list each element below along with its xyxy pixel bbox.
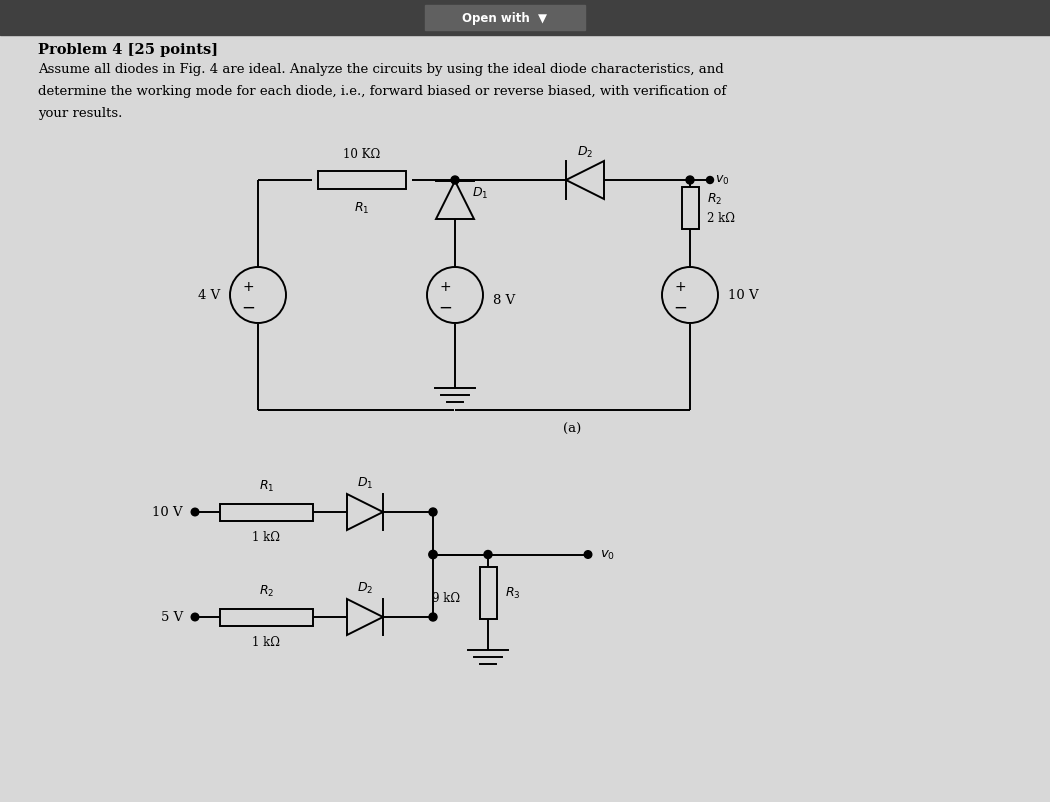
Text: $D_1$: $D_1$	[357, 476, 373, 490]
Text: 2 kΩ: 2 kΩ	[707, 213, 735, 225]
Text: $v_0$: $v_0$	[715, 173, 730, 186]
Text: $D_1$: $D_1$	[472, 185, 488, 200]
Text: 4 V: 4 V	[197, 290, 220, 302]
Circle shape	[686, 176, 694, 184]
Text: −: −	[673, 298, 687, 317]
Text: Assume all diodes in Fig. 4 are ideal. Analyze the circuits by using the ideal d: Assume all diodes in Fig. 4 are ideal. A…	[38, 63, 723, 76]
Circle shape	[707, 177, 714, 184]
Polygon shape	[346, 494, 383, 530]
Text: determine the working mode for each diode, i.e., forward biased or reverse biase: determine the working mode for each diod…	[38, 85, 727, 98]
Text: 1 kΩ: 1 kΩ	[252, 635, 280, 648]
Polygon shape	[566, 162, 604, 200]
Circle shape	[230, 268, 286, 323]
Text: 5 V: 5 V	[161, 611, 183, 624]
Text: 1 kΩ: 1 kΩ	[252, 530, 280, 543]
Text: 10 KΩ: 10 KΩ	[343, 148, 380, 160]
Circle shape	[191, 614, 198, 621]
Bar	[480, 567, 497, 618]
Text: 8 V: 8 V	[494, 294, 516, 307]
Circle shape	[427, 268, 483, 323]
Text: $D_2$: $D_2$	[357, 580, 373, 595]
Circle shape	[428, 551, 437, 559]
Text: $R_2$: $R_2$	[707, 191, 722, 206]
Text: $R_1$: $R_1$	[354, 200, 370, 216]
Bar	[220, 504, 313, 520]
Text: your results.: your results.	[38, 107, 123, 119]
Bar	[220, 609, 313, 626]
Text: $R_3$: $R_3$	[505, 585, 521, 601]
Bar	[318, 172, 406, 190]
Circle shape	[452, 176, 459, 184]
Text: $R_1$: $R_1$	[258, 478, 274, 493]
Bar	[425, 6, 585, 31]
Polygon shape	[346, 599, 383, 635]
Text: +: +	[674, 280, 686, 294]
Text: $D_2$: $D_2$	[576, 144, 593, 160]
Circle shape	[584, 551, 592, 559]
Text: 10 V: 10 V	[728, 290, 758, 302]
Circle shape	[191, 508, 198, 516]
Bar	[0, 0, 1050, 36]
Text: −: −	[242, 298, 255, 317]
Text: (a): (a)	[564, 423, 582, 435]
Circle shape	[429, 614, 437, 622]
Text: $R_2$: $R_2$	[259, 583, 274, 598]
Circle shape	[484, 551, 492, 559]
Polygon shape	[436, 182, 474, 220]
Circle shape	[429, 508, 437, 516]
Text: Problem 4 [25 points]: Problem 4 [25 points]	[38, 43, 218, 57]
Text: +: +	[439, 280, 450, 294]
Text: $v_0$: $v_0$	[600, 549, 615, 561]
Text: −: −	[438, 298, 452, 317]
Text: Open with  ▼: Open with ▼	[462, 12, 547, 25]
Text: +: +	[243, 280, 254, 294]
Circle shape	[662, 268, 718, 323]
Text: 9 kΩ: 9 kΩ	[432, 591, 460, 604]
Text: 10 V: 10 V	[152, 506, 183, 519]
Bar	[681, 188, 698, 229]
